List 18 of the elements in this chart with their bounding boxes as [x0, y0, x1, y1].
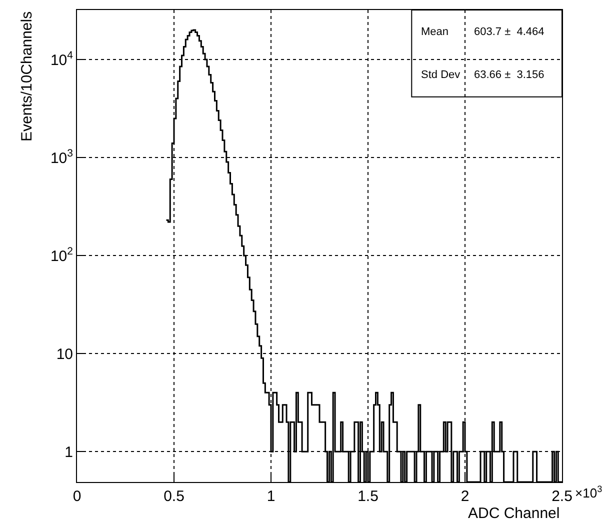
- annotation: Mean: [421, 26, 449, 38]
- y-tick-label: 1: [64, 444, 73, 461]
- y-axis-title: Events/10Channels: [18, 11, 36, 142]
- y-tick-label: 10$^{3}$: [50, 148, 74, 167]
- x-axis-title: ADC Channel: [468, 505, 560, 522]
- annotation: 63.66 ± 3.156: [474, 69, 544, 81]
- x-tick-label: 0.5: [164, 488, 184, 505]
- annotation: Std Dev: [421, 69, 461, 81]
- x-tick-label: 0: [72, 488, 82, 505]
- y-tick-label: 10: [56, 346, 73, 363]
- x-tick-label: 1: [266, 488, 276, 505]
- x-tick-label: 2.5: [552, 488, 572, 505]
- x-tick-label: 2: [460, 488, 470, 505]
- annotation: 603.7 ± 4.464: [474, 26, 544, 38]
- y-tick-label: 10$^{4}$: [50, 49, 74, 69]
- x-tick-label: 1.5: [358, 488, 378, 505]
- text: ×10$^{3}$: [575, 484, 602, 500]
- y-tick-label: 10$^{2}$: [50, 246, 74, 265]
